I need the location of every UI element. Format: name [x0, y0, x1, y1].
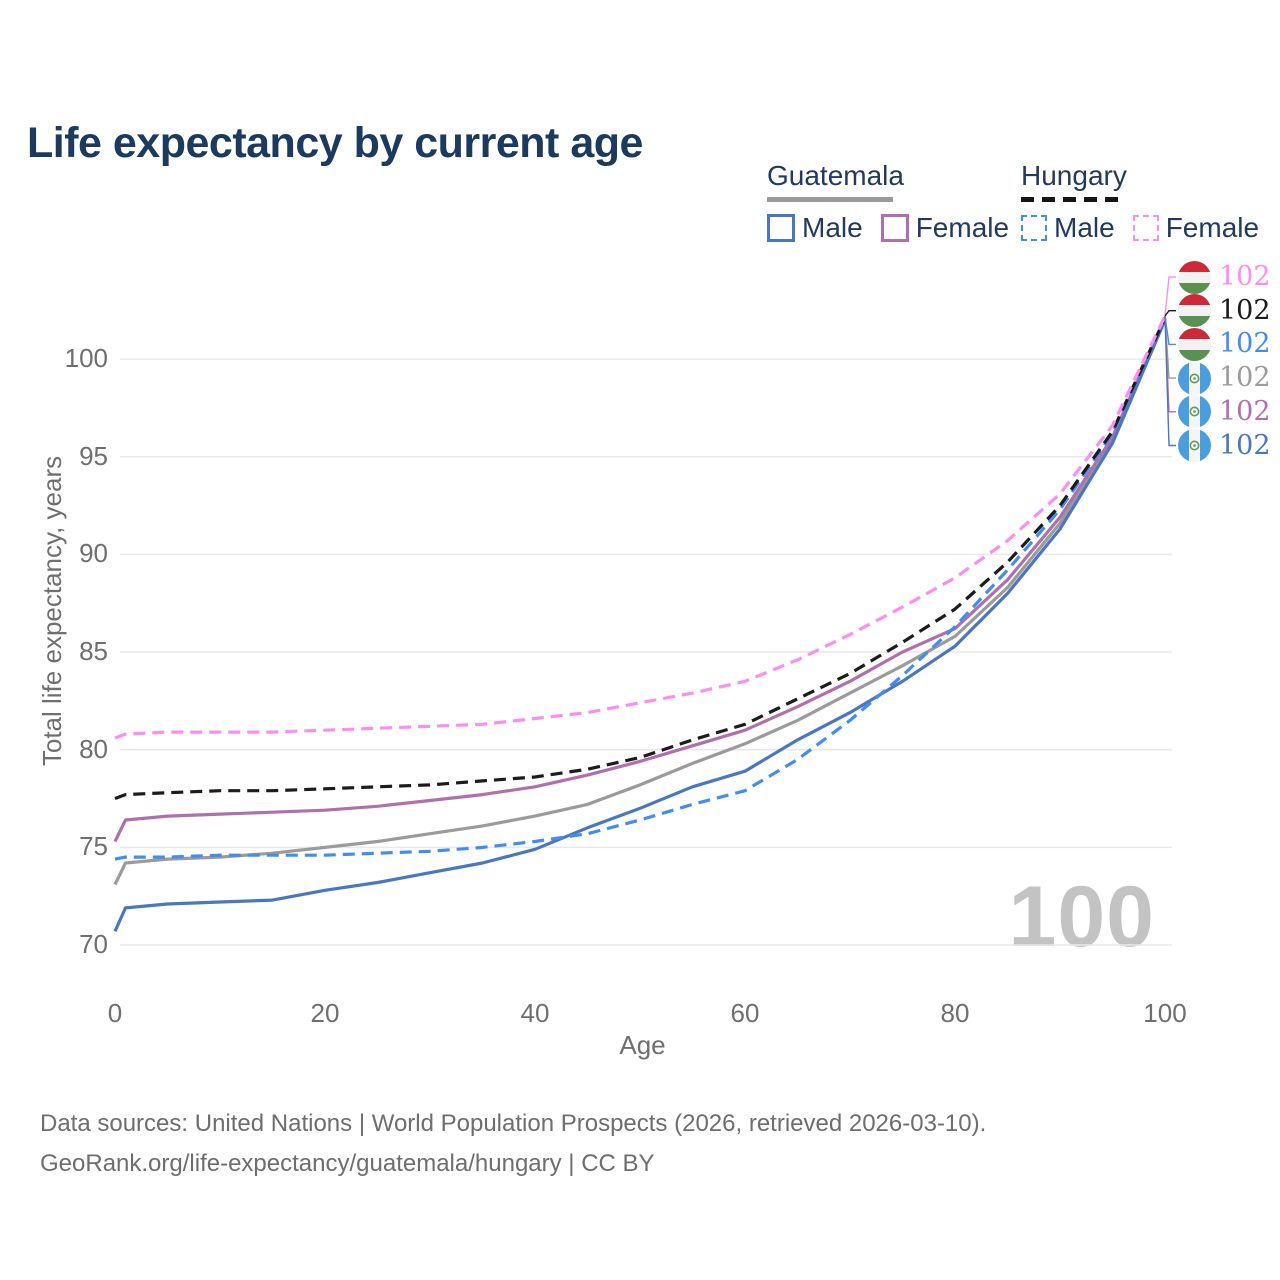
- y-tick-label-100: 100: [64, 343, 108, 374]
- legend-group-guatemala: Guatemala Male Female: [767, 160, 1009, 244]
- series-line-guatemala-female: [113, 317, 1167, 843]
- data-sources-text: Data sources: United Nations | World Pop…: [40, 1110, 987, 1137]
- legend-title-guatemala: Guatemala: [767, 160, 904, 191]
- age-frame-watermark: 100: [1008, 869, 1155, 965]
- x-tick-label-80: 80: [940, 998, 970, 1028]
- y-tick-label-75: 75: [79, 831, 108, 862]
- guatemala-female-swatch-icon: [880, 214, 909, 242]
- x-tick-label-0: 0: [107, 998, 123, 1028]
- end-label-hungary-total: 102: [1178, 294, 1271, 328]
- legend-label-hungary-female: Female: [1165, 212, 1260, 243]
- end-label-hungary-female: 102: [1178, 260, 1271, 294]
- guatemala-flag-icon: [1178, 429, 1211, 462]
- series-line-guatemala-total: [113, 319, 1167, 886]
- legend-item-hungary-female[interactable]: Female: [1132, 212, 1260, 244]
- attribution-link-text: GeoRank.org/life-expectancy/guatemala/hu…: [40, 1150, 655, 1177]
- end-label-connector-hungary-female: [1164, 276, 1176, 317]
- series-line-hungary-total: [114, 317, 1167, 800]
- guatemala-male-swatch-icon: [767, 214, 795, 242]
- x-tick-label-20: 20: [310, 998, 340, 1028]
- legend-item-guatemala-female[interactable]: Female: [880, 212, 1010, 244]
- end-value-hungary-total: 102: [1219, 294, 1271, 326]
- end-label-connector-hungary-total: [1164, 310, 1176, 317]
- legend-label-guatemala-male: Male: [802, 212, 863, 243]
- end-value-hungary-female: 102: [1219, 261, 1271, 292]
- y-tick-label-90: 90: [79, 538, 108, 569]
- page-title: Life expectancy by current age: [27, 118, 643, 167]
- end-value-guatemala-male: 102: [1219, 429, 1271, 461]
- end-value-guatemala-total: 102: [1219, 362, 1271, 394]
- x-axis-title: Age: [619, 1030, 666, 1060]
- hungary-male-swatch-icon: [1021, 215, 1047, 241]
- end-label-guatemala-male: 102: [1178, 429, 1271, 463]
- legend-title-hungary: Hungary: [1021, 160, 1127, 191]
- hungary-flag-icon: [1178, 294, 1211, 328]
- y-tick-label-95: 95: [79, 440, 108, 471]
- hungary-flag-icon: [1178, 260, 1211, 294]
- series-line-guatemala-male: [113, 319, 1167, 932]
- legend-item-hungary-male[interactable]: Male: [1021, 212, 1115, 244]
- end-label-connector-guatemala-male: [1164, 315, 1176, 447]
- hungary-flag-icon: [1178, 327, 1211, 361]
- series-line-hungary-female: [114, 315, 1167, 740]
- legend-label-hungary-male: Male: [1054, 212, 1115, 243]
- y-axis-title: Total life expectancy, years: [37, 455, 67, 767]
- y-tick-label-70: 70: [79, 929, 108, 959]
- end-value-hungary-male: 102: [1219, 328, 1271, 360]
- x-tick-label-100: 100: [1143, 998, 1187, 1028]
- hungary-female-swatch-icon: [1132, 215, 1159, 241]
- y-tick-label-80: 80: [79, 733, 108, 764]
- end-value-guatemala-female: 102: [1219, 395, 1271, 427]
- end-label-guatemala-total: 102: [1178, 361, 1271, 395]
- legend-item-guatemala-male[interactable]: Male: [767, 212, 863, 244]
- end-label-hungary-male: 102: [1178, 327, 1271, 361]
- legend-group-hungary: Hungary Male Female: [1021, 160, 1259, 244]
- end-label-connector-hungary-male: [1164, 315, 1176, 346]
- legend-label-guatemala-female: Female: [915, 212, 1010, 243]
- x-tick-label-40: 40: [520, 998, 550, 1028]
- x-tick-label-60: 60: [730, 998, 760, 1028]
- guatemala-flag-icon: [1178, 361, 1211, 395]
- legend-rule-guatemala-solid: [767, 197, 893, 202]
- series-line-hungary-male: [114, 317, 1167, 861]
- y-tick-label-85: 85: [79, 636, 108, 667]
- end-label-guatemala-female: 102: [1178, 395, 1271, 429]
- guatemala-flag-icon: [1178, 395, 1211, 429]
- legend-rule-hungary-dashed: [1021, 197, 1120, 202]
